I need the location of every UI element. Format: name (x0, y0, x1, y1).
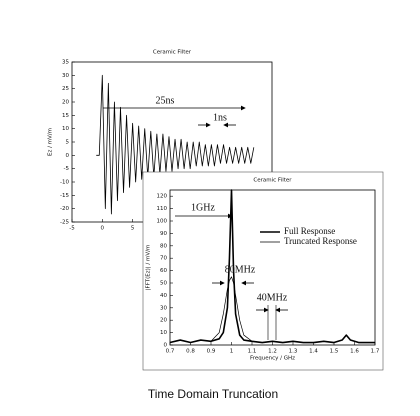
y-tick-label: 0 (164, 343, 168, 349)
y-axis-label: Ez / mV/m (48, 128, 54, 156)
y-tick-label: 40 (160, 293, 167, 299)
x-tick-label: 0.7 (166, 349, 175, 355)
series-line (96, 74, 255, 215)
x-tick-label: -5 (69, 226, 75, 232)
y-tick-label: 5 (66, 140, 70, 146)
y-tick-label: 20 (62, 100, 69, 106)
y-tick-label: 35 (62, 60, 69, 66)
y-tick-label: 50 (160, 281, 167, 287)
x-tick-label: 1.4 (309, 349, 318, 355)
chart-title: Ceramic Filter (153, 50, 192, 56)
x-tick-label: 0.9 (207, 349, 216, 355)
x-tick-label: 1 (230, 349, 234, 355)
x-tick-label: 1.7 (371, 349, 380, 355)
y-axis-label: |FFT(Ez)| / mV/m (146, 245, 152, 291)
annotation: 80MHz (225, 264, 256, 275)
y-tick-label: -20 (60, 206, 69, 212)
y-tick-label: 30 (62, 73, 69, 79)
panel (142, 171, 384, 371)
y-tick-label: -15 (60, 193, 69, 199)
y-tick-label: 100 (157, 219, 168, 225)
x-axis-label: Frequency / GHz (250, 356, 295, 362)
chart: Ceramic Filter -25 -20 -15 -10 -5 0 5 10 15 20 25 30… (48, 50, 273, 232)
y-tick-label: 90 (160, 231, 167, 237)
x-tick-label: 1.2 (268, 349, 277, 355)
x-tick-label: 0 (101, 226, 105, 232)
y-tick-label: 60 (160, 268, 167, 274)
annotation: 25ns (156, 95, 175, 106)
y-tick-label: -5 (64, 166, 70, 172)
y-tick-label: 0 (66, 153, 70, 159)
y-tick-label: 80 (160, 243, 167, 249)
x-tick-label: 5 (131, 226, 135, 232)
y-tick-label: 10 (160, 330, 167, 336)
annotation: 1ns (213, 112, 227, 123)
x-tick-label: 1.3 (289, 349, 298, 355)
chart-title: Ceramic Filter (253, 178, 292, 184)
legend-label: Truncated Response (284, 236, 357, 246)
y-tick-label: -25 (60, 220, 69, 226)
caption: Time Domain Truncation (148, 387, 278, 401)
annotation: 1GHz (191, 202, 215, 213)
y-tick-label: 10 (62, 126, 69, 132)
y-tick-label: -10 (60, 180, 69, 186)
x-tick-label: 1.6 (350, 349, 359, 355)
annotation: 40MHz (257, 292, 288, 303)
y-tick-label: 110 (157, 206, 168, 212)
y-tick-label: 70 (160, 256, 167, 262)
y-tick-label: 25 (62, 86, 69, 92)
y-tick-label: 30 (160, 305, 167, 311)
y-tick-label: 120 (157, 194, 168, 200)
x-tick-label: 1.1 (248, 349, 257, 355)
y-tick-label: 20 (160, 318, 167, 324)
series-line (169, 276, 375, 343)
chart: Ceramic Filter 0 10 20 30 40 50 60 70 80 90 100 110 1… (142, 171, 384, 371)
legend-label: Full Response (284, 226, 335, 236)
x-tick-label: 1.5 (330, 349, 339, 355)
x-tick-label: 0.8 (186, 349, 195, 355)
y-tick-label: 15 (62, 113, 69, 119)
